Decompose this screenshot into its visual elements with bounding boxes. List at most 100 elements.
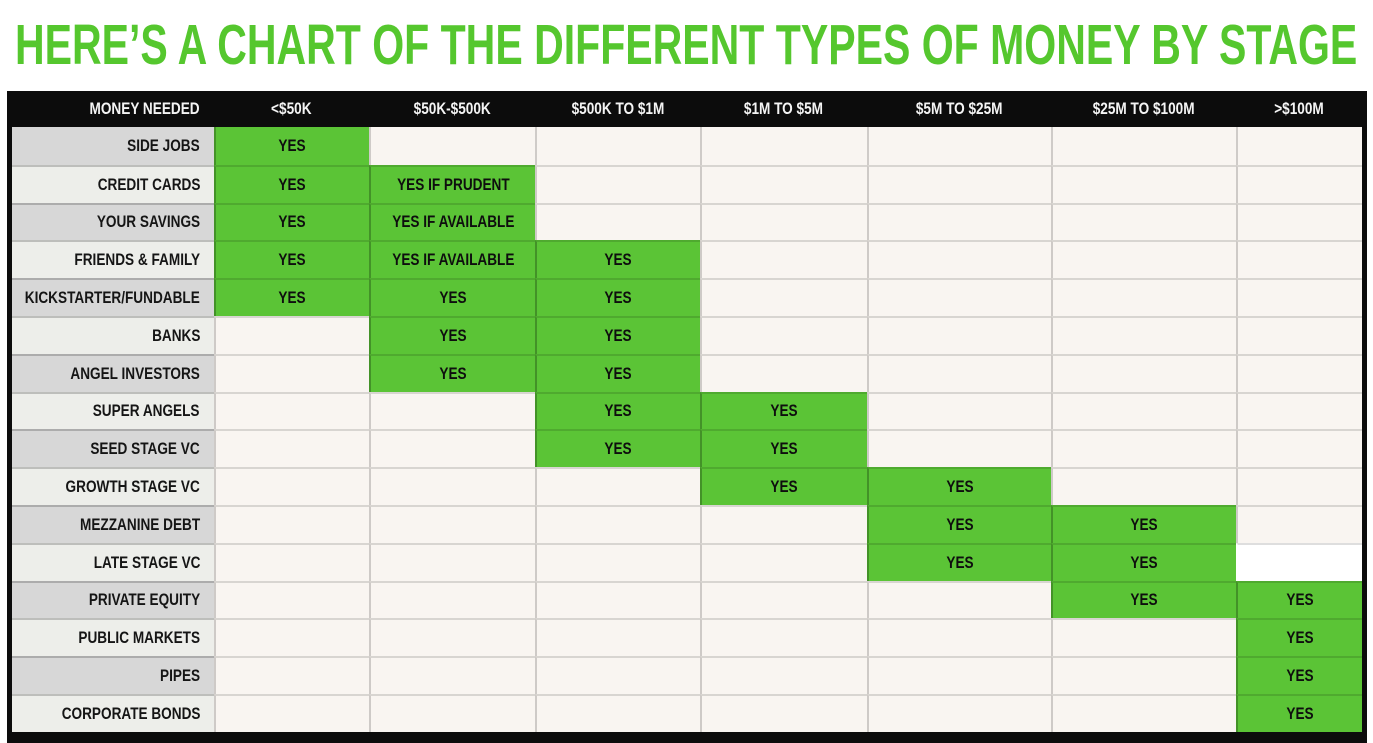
header-label: $500K TO $1M	[571, 99, 664, 118]
cell-empty	[1051, 240, 1236, 279]
cell-empty	[867, 693, 1051, 732]
table-row: SIDE JOBS YES	[12, 127, 1362, 165]
cell-empty	[700, 127, 867, 165]
header-range-3: $500K TO $1M	[535, 91, 700, 127]
cell-yes: YES	[369, 278, 535, 316]
row-label-text: KICKSTARTER/FUNDABLE	[24, 288, 200, 308]
cell-empty	[867, 580, 1051, 619]
cell-empty	[214, 429, 369, 468]
cell-empty	[214, 693, 369, 732]
cell-yes: YES	[535, 353, 700, 392]
row-label: MEZZANINE DEBT	[12, 504, 214, 543]
cell-empty	[1236, 202, 1362, 241]
header-money-needed: MONEY NEEDED	[12, 91, 214, 127]
cell-empty	[867, 618, 1051, 657]
row-label-text: SIDE JOBS	[127, 135, 200, 155]
row-label: GROWTH STAGE VC	[12, 467, 214, 505]
header-range-2: $50K-$500K	[369, 91, 535, 127]
cell-empty	[1051, 656, 1236, 694]
row-label-text: PUBLIC MARKETS	[78, 628, 200, 648]
row-label-text: BANKS	[151, 325, 200, 345]
cell-empty	[535, 504, 700, 543]
cell-text: YES	[770, 477, 799, 497]
cell-empty	[867, 278, 1051, 316]
row-label: CORPORATE BONDS	[12, 693, 214, 732]
cell-empty	[867, 164, 1051, 203]
table-row: KICKSTARTER/FUNDABLE YES YES YES	[12, 278, 1362, 316]
cell-empty	[214, 504, 369, 543]
table-row: ANGEL INVESTORS YES YES	[12, 353, 1362, 392]
row-label: CREDIT CARDS	[12, 164, 214, 203]
header-range-5: $5M TO $25M	[867, 91, 1051, 127]
cell-empty	[214, 315, 369, 354]
cell-text: YES	[278, 135, 307, 155]
cell-empty	[369, 656, 535, 694]
table-row: PIPES YES	[12, 656, 1362, 694]
cell-empty	[1051, 202, 1236, 241]
header-range-1: <$50K	[214, 91, 369, 127]
row-label-text: PRIVATE EQUITY	[88, 590, 200, 610]
cell-text: YES	[1286, 703, 1314, 723]
cell-empty	[1051, 164, 1236, 203]
cell-yes: YES	[1236, 693, 1362, 732]
row-label-text: GROWTH STAGE VC	[65, 477, 200, 497]
cell-empty	[700, 202, 867, 241]
cell-empty	[867, 240, 1051, 279]
table-row: SUPER ANGELS YES YES	[12, 391, 1362, 430]
cell-empty	[535, 618, 700, 657]
table-row: BANKS YES YES	[12, 315, 1362, 354]
row-label-text: CORPORATE BONDS	[61, 703, 200, 723]
table-row: CREDIT CARDS YES YES IF PRUDENT	[12, 164, 1362, 203]
cell-empty	[214, 618, 369, 657]
table-row: PUBLIC MARKETS YES	[12, 618, 1362, 657]
cell-yes: YES IF AVAILABLE	[369, 240, 535, 279]
cell-empty	[867, 656, 1051, 694]
cell-empty	[1051, 278, 1236, 316]
header-label: $5M TO $25M	[915, 99, 1003, 118]
cell-yes: YES IF PRUDENT	[369, 164, 535, 203]
table-row: GROWTH STAGE VC YES YES	[12, 467, 1362, 505]
cell-empty	[214, 391, 369, 430]
cell-empty	[369, 429, 535, 468]
row-label: BANKS	[12, 315, 214, 354]
cell-empty	[867, 315, 1051, 354]
cell-yes: YES	[214, 278, 369, 316]
cell-empty	[1051, 693, 1236, 732]
table-row: SEED STAGE VC YES YES	[12, 429, 1362, 468]
cell-text: YES	[946, 552, 974, 572]
cell-empty	[214, 542, 369, 581]
table-row: YOUR SAVINGS YES YES IF AVAILABLE	[12, 202, 1362, 241]
cell-text: YES IF PRUDENT	[396, 174, 510, 194]
table-row: CORPORATE BONDS YES	[12, 693, 1362, 732]
cell-empty	[700, 693, 867, 732]
cell-text: YES	[604, 401, 633, 421]
table-row: LATE STAGE VC YES YES	[12, 542, 1362, 581]
cell-empty	[700, 618, 867, 657]
cell-empty	[700, 580, 867, 619]
cell-yes: YES	[867, 504, 1051, 543]
cell-yes: YES	[1236, 580, 1362, 619]
cell-yes: YES	[214, 202, 369, 241]
cell-yes: YES	[700, 467, 867, 505]
cell-empty	[1236, 353, 1362, 392]
cell-empty	[1236, 429, 1362, 468]
cell-empty	[535, 580, 700, 619]
table-body: SIDE JOBS YES CREDIT CARDS YES YES IF PRUDEN…	[12, 127, 1362, 732]
cell-yes: YES	[535, 429, 700, 468]
cell-empty	[369, 504, 535, 543]
row-label-text: MEZZANINE DEBT	[79, 514, 200, 534]
cell-empty	[535, 656, 700, 694]
row-label: ANGEL INVESTORS	[12, 353, 214, 392]
row-label: SEED STAGE VC	[12, 429, 214, 468]
cell-text: YES	[946, 477, 974, 497]
cell-text: YES IF AVAILABLE	[391, 212, 515, 232]
cell-empty	[867, 127, 1051, 165]
table-row: PRIVATE EQUITY YES YES	[12, 580, 1362, 619]
cell-empty	[867, 391, 1051, 430]
page-title: HERE’S A CHART OF THE DIFFERENT TYPES OF…	[15, 13, 1358, 77]
cell-empty	[700, 278, 867, 316]
cell-yes: YES	[1051, 580, 1236, 619]
cell-yes: YES	[535, 278, 700, 316]
cell-empty	[535, 127, 700, 165]
cell-empty	[1051, 429, 1236, 468]
